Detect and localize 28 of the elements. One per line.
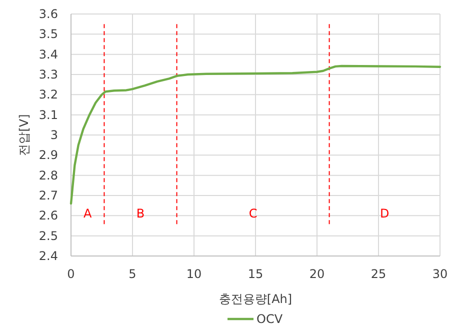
x-tick-label: 25 xyxy=(370,267,386,281)
y-tick-label: 2.6 xyxy=(38,208,58,223)
line-series xyxy=(70,64,442,205)
legend-label: OCV xyxy=(256,312,284,326)
x-axis-title: 충전용량[Ah] xyxy=(218,292,292,306)
annotation: B xyxy=(136,206,145,220)
y-tick-label: 2.5 xyxy=(38,228,58,243)
y-tick-label: 3 xyxy=(50,128,58,142)
annotation: D xyxy=(380,206,390,220)
annotation: A xyxy=(83,206,92,220)
y-tick-label: 3.3 xyxy=(38,68,58,82)
x-tick-label: 0 xyxy=(67,267,75,281)
y-tick-label: 3.2 xyxy=(38,88,58,102)
y-axis-title: 전압[V] xyxy=(17,114,31,156)
x-tick-label: 15 xyxy=(248,267,264,281)
y-tick-label: 3.6 xyxy=(38,7,58,21)
y-tick-label: 3.4 xyxy=(38,47,58,62)
y-tick-label: 2.4 xyxy=(38,249,58,263)
x-tick-label: 20 xyxy=(309,267,325,281)
x-tick-label: 5 xyxy=(128,267,136,281)
x-tick-label: 30 xyxy=(432,267,448,281)
y-tick-label: 2.9 xyxy=(38,148,58,162)
y-tick-label: 3.5 xyxy=(38,27,58,42)
y-tick-label: 2.7 xyxy=(38,188,58,202)
y-tick-label: 2.8 xyxy=(38,168,58,182)
y-tick-label: 3.1 xyxy=(38,108,58,122)
annotation: C xyxy=(248,206,258,220)
x-tick-label: 10 xyxy=(186,267,202,281)
